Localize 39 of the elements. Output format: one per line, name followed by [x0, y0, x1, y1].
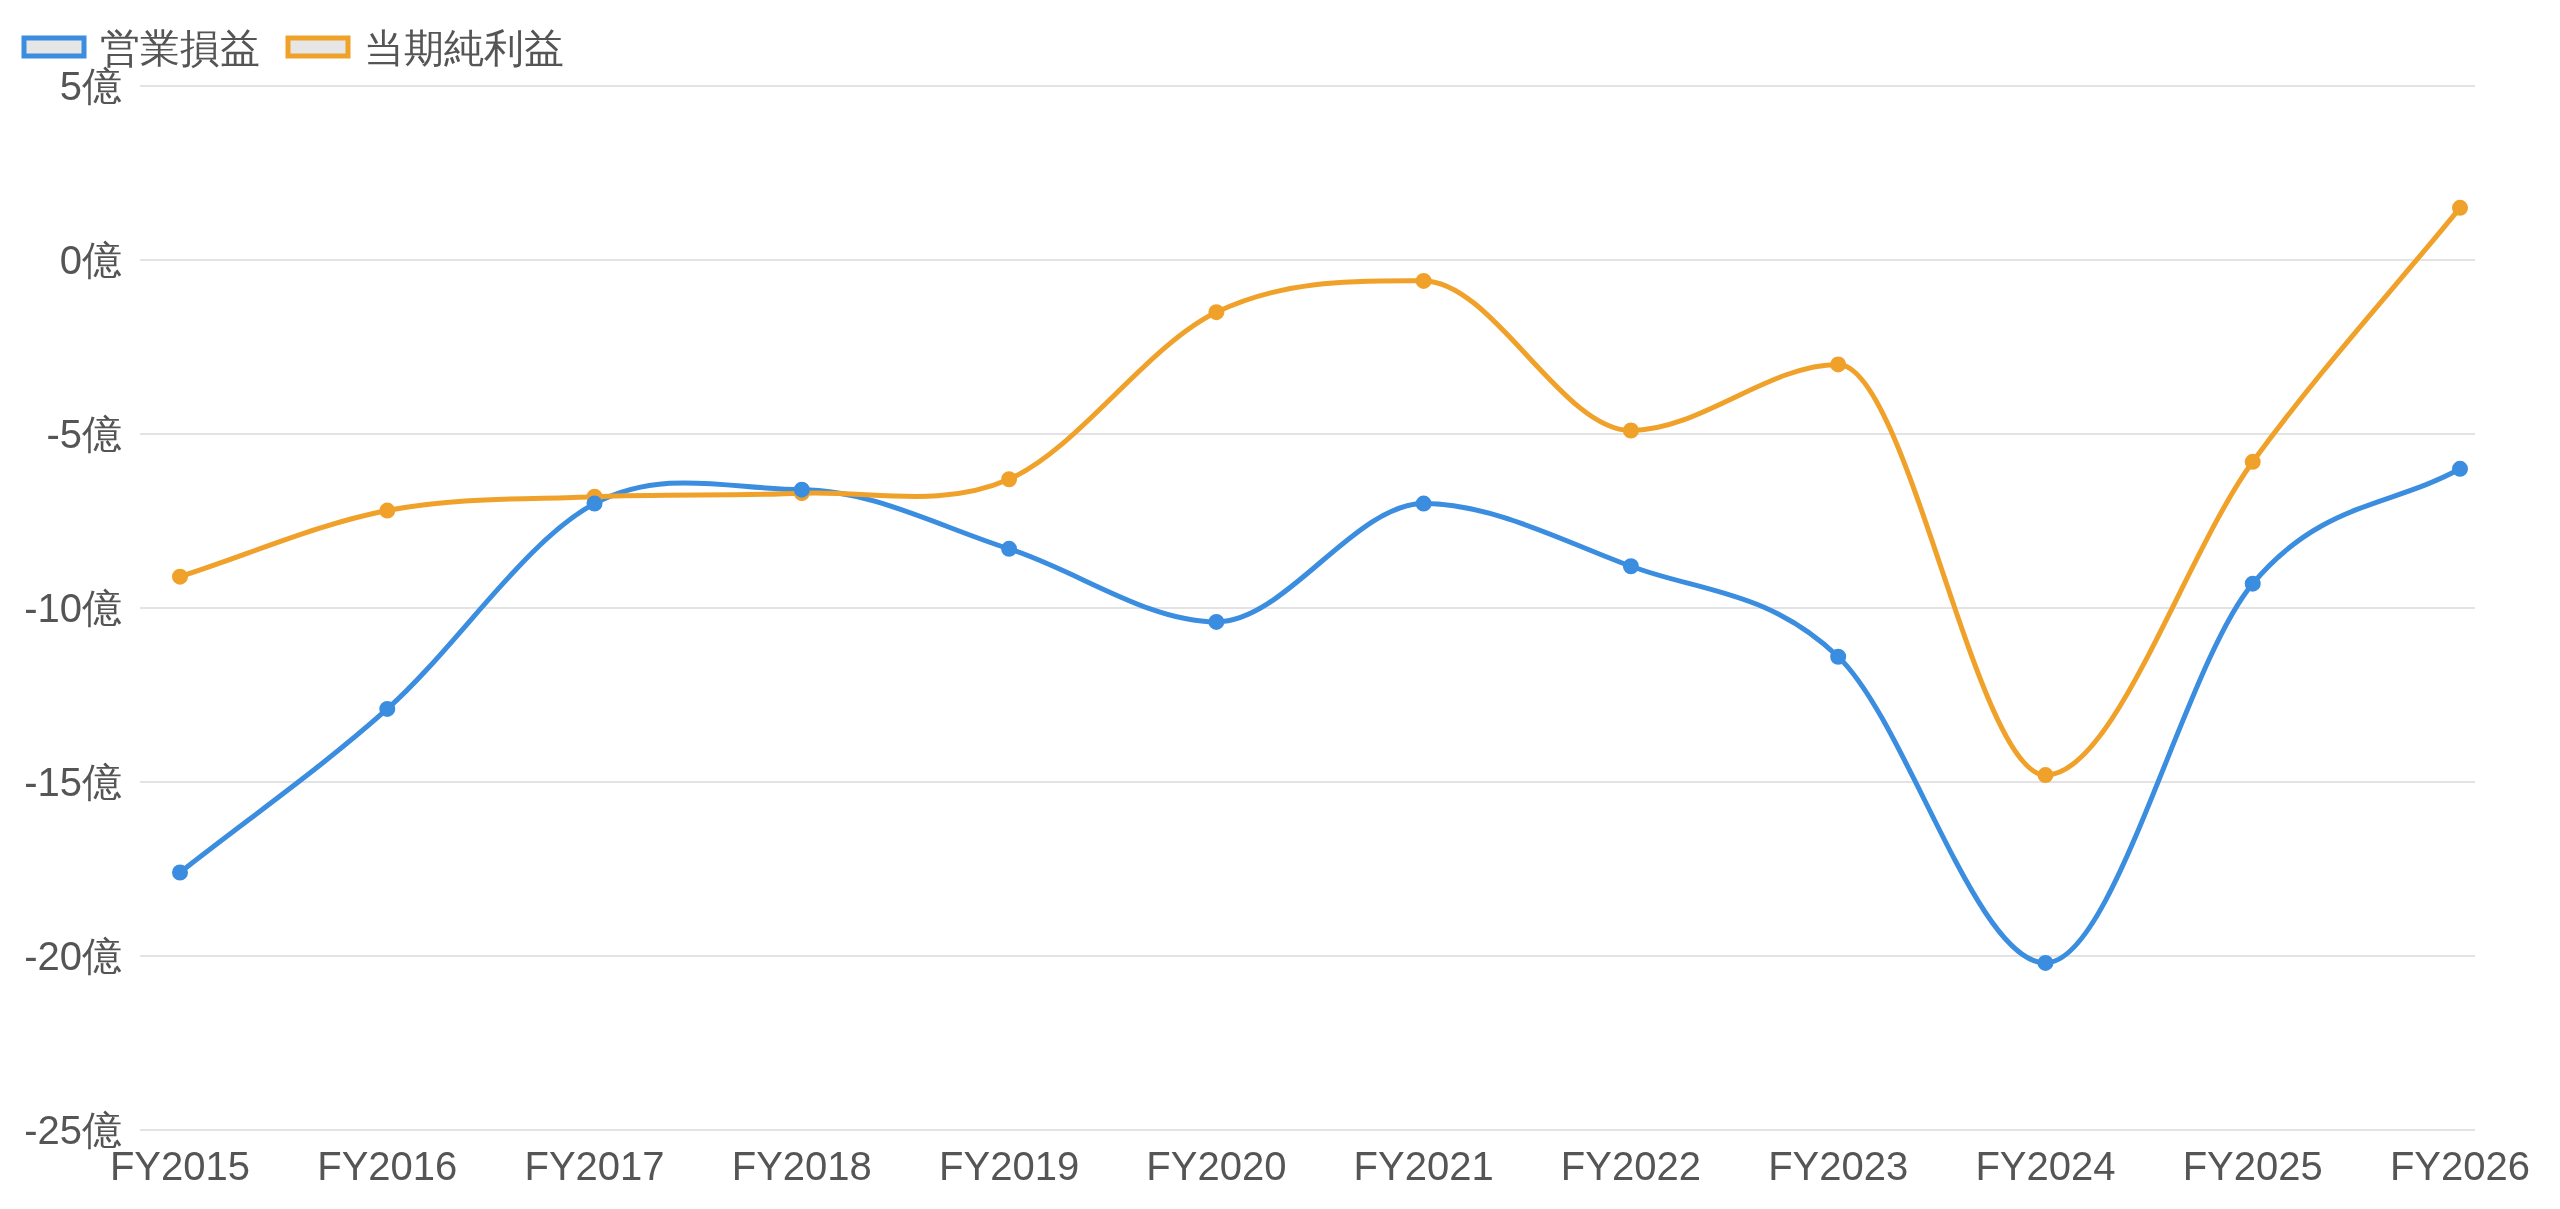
- point: [2452, 460, 2468, 477]
- point: [586, 495, 603, 512]
- x-tick-label: FY2020: [1146, 1144, 1287, 1188]
- point: [1830, 648, 1847, 665]
- point: [1622, 422, 1639, 439]
- legend-label: 当期純利益: [364, 26, 564, 70]
- point: [1830, 356, 1847, 373]
- y-tick-label: 0億: [59, 238, 122, 282]
- point: [1208, 304, 1225, 321]
- point: [2244, 453, 2261, 470]
- y-tick-label: -5億: [46, 412, 122, 456]
- point: [1001, 540, 1018, 557]
- point: [1208, 613, 1225, 630]
- point: [172, 568, 188, 585]
- x-tick-label: FY2021: [1353, 1144, 1494, 1188]
- x-tick-label: FY2022: [1560, 1144, 1701, 1188]
- point: [793, 481, 810, 498]
- point: [2452, 199, 2468, 216]
- x-tick-label: FY2018: [731, 1144, 872, 1188]
- point: [1001, 471, 1018, 488]
- x-tick-label: FY2025: [2182, 1144, 2323, 1188]
- x-tick-label: FY2023: [1768, 1144, 1909, 1188]
- point: [2244, 575, 2261, 592]
- point: [172, 864, 188, 881]
- y-tick-label: -15億: [24, 760, 122, 804]
- point: [2037, 954, 2054, 971]
- point: [1415, 272, 1432, 289]
- point: [1622, 558, 1639, 575]
- x-tick-label: FY2019: [939, 1144, 1080, 1188]
- x-tick-label: FY2016: [317, 1144, 458, 1188]
- point: [2037, 767, 2054, 784]
- point: [379, 502, 396, 519]
- y-tick-label: -20億: [24, 934, 122, 978]
- y-tick-label: -10億: [24, 586, 122, 630]
- x-tick-label: FY2024: [1975, 1144, 2116, 1188]
- x-tick-label: FY2017: [524, 1144, 665, 1188]
- point: [1415, 495, 1432, 512]
- point: [379, 700, 396, 717]
- x-tick-label: FY2026: [2389, 1144, 2531, 1188]
